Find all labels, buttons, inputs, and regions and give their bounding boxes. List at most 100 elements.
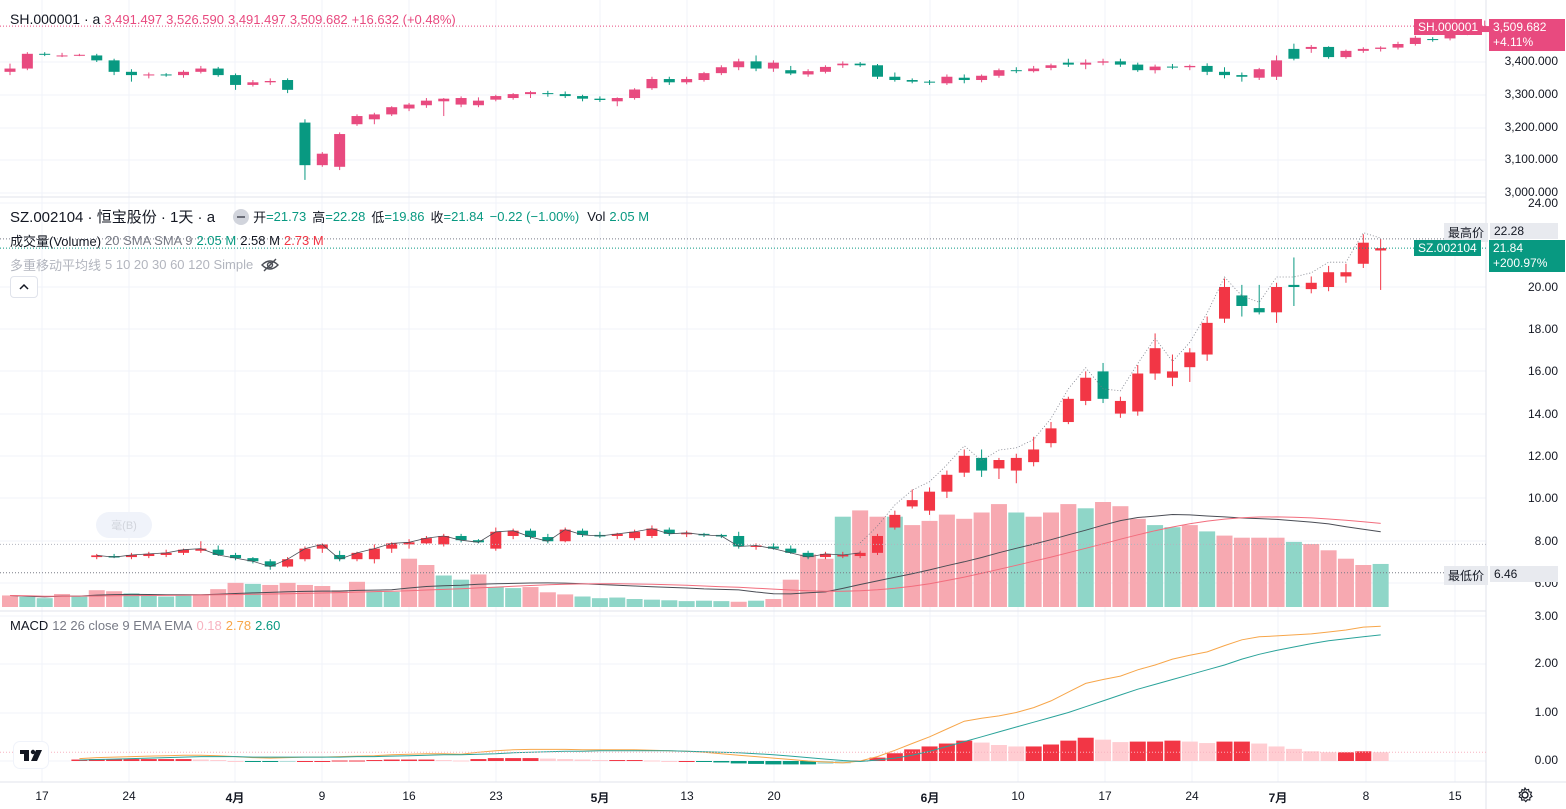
vol-value: 2.05 M <box>609 209 650 224</box>
macd-histogram-bar <box>244 761 261 762</box>
time-tick: 7月 <box>1268 791 1288 805</box>
stock-candle <box>334 554 346 560</box>
change-value: −0.22 (−1.00%) <box>489 209 580 224</box>
highest-price-label: 最高价 <box>1444 223 1489 242</box>
index-candle <box>1201 65 1213 72</box>
macd-legend[interactable]: MACD 12 26 close 9 EMA EMA 0.18 2.78 2.6… <box>10 618 284 633</box>
time-tick: 13 <box>680 789 694 803</box>
stock-candle <box>1097 371 1109 399</box>
index-candle <box>351 116 363 125</box>
index-candle <box>1062 62 1074 65</box>
macd-histogram-bar <box>470 759 487 761</box>
stock-candle <box>160 552 172 555</box>
index-candle <box>299 122 311 166</box>
hover-bubble[interactable]: 毫(B) <box>96 512 152 538</box>
index-candle <box>577 96 589 99</box>
macd-histogram-bar <box>626 760 643 762</box>
macd-histogram-bar <box>331 760 348 762</box>
index-candle <box>1479 26 1491 33</box>
volume-bar <box>904 525 921 607</box>
volume-bar <box>1043 512 1059 607</box>
macd-histogram-bar <box>1077 737 1094 761</box>
macd-histogram-bar <box>661 761 678 762</box>
stock-price-tag-change: +200.97% <box>1493 256 1548 270</box>
macd-tick: 0.00 <box>1534 753 1558 767</box>
volume-bar <box>1095 502 1112 607</box>
index-candle <box>438 98 450 102</box>
stock-candle <box>1288 284 1300 287</box>
stock-candle <box>924 491 936 511</box>
volume-legend[interactable]: 成交量(Volume) 20 SMA SMA 9 2.05 M 2.58 M 2… <box>10 231 328 250</box>
index-symbol-tag: SH.000001 <box>1414 19 1483 35</box>
volume-bar <box>1008 512 1025 607</box>
stock-symbol-tag: SZ.002104 <box>1414 240 1481 256</box>
index-candle <box>386 107 398 115</box>
volume-bar <box>1129 518 1146 607</box>
stock-candle <box>1253 308 1265 313</box>
stock-symbol[interactable]: SZ.002104 · 恒宝股份 · 1天 · a <box>10 209 216 226</box>
macd-histogram-bar <box>782 761 799 765</box>
collapse-series-button[interactable] <box>233 208 250 225</box>
minus-icon <box>237 215 246 218</box>
volume-bar <box>765 599 782 607</box>
macd-histogram-bar <box>1199 743 1216 761</box>
index-candle <box>663 79 675 83</box>
ma-legend[interactable]: 多重移动平均线 5 10 20 30 60 120 Simple <box>10 255 283 274</box>
volume-bar <box>1355 565 1372 607</box>
macd-tick: 3.00 <box>1534 609 1558 623</box>
grid-lines <box>0 0 1486 782</box>
volume-bar <box>1303 544 1320 607</box>
index-symbol[interactable]: SH.000001 · a <box>10 11 101 27</box>
vol-label: Vol <box>587 209 606 224</box>
index-candle <box>4 68 16 72</box>
stock-candle <box>490 531 502 549</box>
volume-bar <box>1285 541 1302 607</box>
collapse-legend-button[interactable] <box>10 276 38 298</box>
index-open: 3,491.497 <box>104 11 163 27</box>
volume-title: 成交量(Volume) <box>10 234 102 249</box>
macd-histogram-bar <box>765 761 782 765</box>
stock-candles[interactable] <box>91 232 1387 570</box>
macd-histogram-bar <box>1129 741 1146 761</box>
macd-histogram-bar <box>1025 746 1042 761</box>
tradingview-logo[interactable] <box>14 742 48 768</box>
time-tick: 16 <box>402 789 416 803</box>
index-price-tag-change: +4.11% <box>1493 35 1534 49</box>
low-value: =19.86 <box>384 209 425 224</box>
index-legend: SH.000001 · a 3,491.497 3,526.590 3,491.… <box>10 11 460 27</box>
macd-histogram-bar <box>123 759 140 761</box>
macd-histogram-bar <box>418 759 435 761</box>
close-value: =21.84 <box>443 209 484 224</box>
macd-pane[interactable] <box>0 625 1486 765</box>
time-tick: 8 <box>1362 789 1370 803</box>
volume-ma2-value: 2.73 M <box>283 233 324 248</box>
stock-candle <box>525 530 536 538</box>
index-candle <box>247 82 259 85</box>
volume-bar <box>54 593 71 607</box>
index-candle <box>889 76 901 81</box>
stock-candle <box>351 552 363 560</box>
stock-candle <box>1236 295 1248 306</box>
volume-bar <box>435 575 452 607</box>
index-candle <box>1236 75 1248 77</box>
stock-candle <box>542 537 554 542</box>
index-candle <box>125 71 137 76</box>
index-pane[interactable] <box>4 20 1491 180</box>
stock-trend-line <box>859 232 1381 544</box>
volume-bar <box>591 598 608 607</box>
volume-bar <box>1337 558 1354 607</box>
stock-candle <box>629 531 641 539</box>
index-candle <box>525 92 536 95</box>
index-candle <box>1409 37 1421 44</box>
volume-bar <box>314 586 331 607</box>
index-candle <box>195 68 207 72</box>
eye-off-icon[interactable] <box>261 258 280 272</box>
settings-gear-icon[interactable] <box>1516 786 1534 804</box>
volume-bar <box>262 584 279 607</box>
macd-histogram-bar <box>88 759 105 761</box>
stock-candle <box>178 549 189 553</box>
macd-histogram-bar <box>557 759 574 761</box>
macd-histogram-bar <box>1303 751 1320 761</box>
volume-bar <box>470 574 487 607</box>
